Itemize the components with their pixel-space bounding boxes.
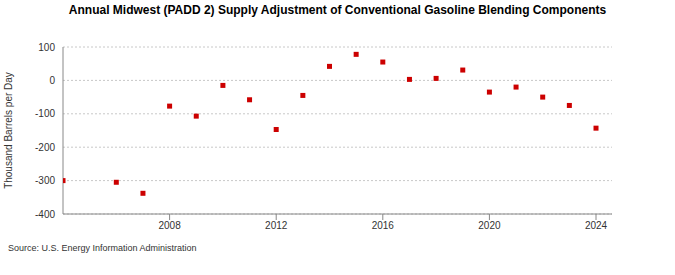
svg-text:2016: 2016 xyxy=(372,220,395,231)
svg-text:0: 0 xyxy=(49,75,55,86)
svg-text:-300: -300 xyxy=(35,175,55,186)
svg-text:-200: -200 xyxy=(35,142,55,153)
svg-text:-400: -400 xyxy=(35,209,55,220)
html-text:Source: U.S. Energy Informatio: Source: U.S. Energy Information Administ… xyxy=(8,243,197,253)
svg-text:2012: 2012 xyxy=(265,220,288,231)
svg-text:-100: -100 xyxy=(35,108,55,119)
svg-text:Thousand Barrels per Day: Thousand Barrels per Day xyxy=(8,72,14,189)
svg-text:100: 100 xyxy=(38,42,55,53)
svg-text:2020: 2020 xyxy=(478,220,501,231)
svg-text:2024: 2024 xyxy=(585,220,608,231)
html-text:Annual Midwest (PADD 2) Supply: Annual Midwest (PADD 2) Supply Adjustmen… xyxy=(68,3,607,17)
svg-text:2008: 2008 xyxy=(158,220,181,231)
